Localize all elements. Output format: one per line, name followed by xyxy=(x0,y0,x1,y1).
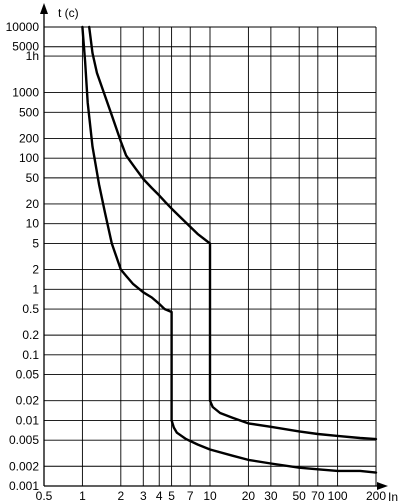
y-tick-label: 0.5 xyxy=(22,302,39,316)
x-axis-arrow xyxy=(377,482,388,490)
y-tick-label: 1 xyxy=(32,282,39,296)
y-tick-label: 5 xyxy=(32,236,39,250)
x-tick-label: 200 xyxy=(366,489,386,503)
x-tick-label: 2 xyxy=(117,489,124,503)
x-tick-label: 50 xyxy=(293,489,307,503)
y-tick-label: 5000 xyxy=(12,40,39,54)
y-tick-label: 10000 xyxy=(6,20,40,34)
y-tick-label: 0.005 xyxy=(9,433,39,447)
x-tick-label: 4 xyxy=(156,489,163,503)
y-axis-arrow xyxy=(40,3,48,14)
y-tick-label: 200 xyxy=(19,131,39,145)
y-tick-label: 500 xyxy=(19,105,39,119)
x-tick-label: 5 xyxy=(168,489,175,503)
y-tick-label: 1h xyxy=(26,49,39,63)
axes xyxy=(40,3,388,490)
y-tick-label: 0.1 xyxy=(22,348,39,362)
x-tick-label: 1 xyxy=(79,489,86,503)
y-tick-label: 1000 xyxy=(12,86,39,100)
x-tick-label: 70 xyxy=(311,489,325,503)
curves xyxy=(81,25,378,474)
y-tick-label: 0.01 xyxy=(16,413,40,427)
x-tick-label: 30 xyxy=(264,489,278,503)
y-tick-label: 0.2 xyxy=(22,328,39,342)
y-tick-label: 50 xyxy=(26,171,40,185)
y-tick-label: 100 xyxy=(19,151,39,165)
x-tick-label: 20 xyxy=(242,489,256,503)
x-tick-label: 3 xyxy=(140,489,147,503)
x-tick-label: 100 xyxy=(328,489,348,503)
y-tick-label: 20 xyxy=(26,197,40,211)
lower-trip-curve xyxy=(81,25,378,474)
y-tick-label: 0.05 xyxy=(16,368,40,382)
y-tick-label: 0.002 xyxy=(9,459,39,473)
y-tick-label: 0.001 xyxy=(9,479,39,493)
x-tick-label: 10 xyxy=(203,489,217,503)
x-axis-title: In xyxy=(388,490,398,504)
y-tick-label: 10 xyxy=(26,217,40,231)
x-tick-labels: 0.5 1 2 3 4 5 7 10 20 30 50 70 100 200 xyxy=(36,489,387,503)
y-tick-label: 0.02 xyxy=(16,394,40,408)
y-tick-label: 2 xyxy=(32,263,39,277)
x-tick-label: 0.5 xyxy=(36,489,53,503)
y-axis-title: t (c) xyxy=(58,6,79,20)
x-tick-label: 7 xyxy=(187,489,194,503)
upper-trip-curve xyxy=(87,25,378,441)
